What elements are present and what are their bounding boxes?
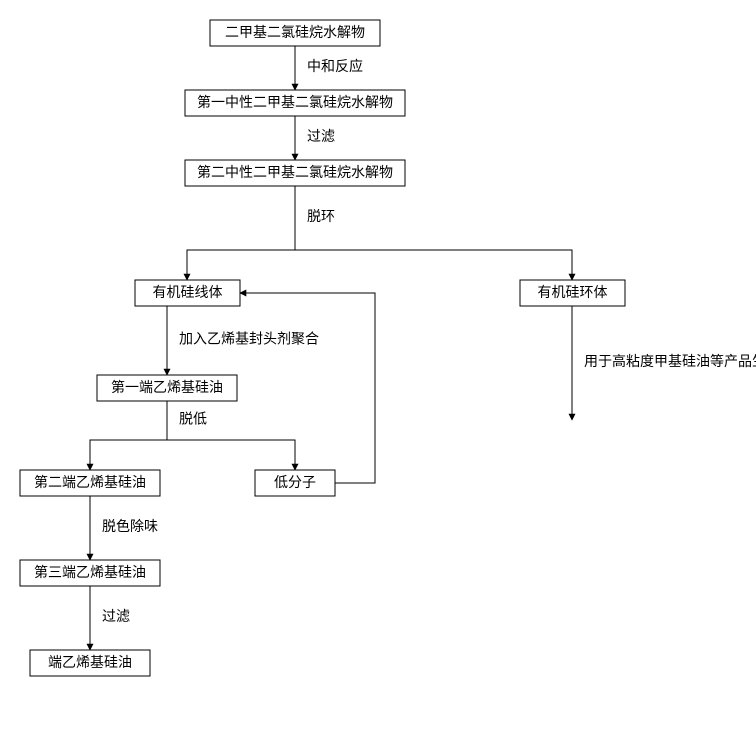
edge-8-label: 过滤 bbox=[102, 609, 130, 625]
node-n10-label: 端乙烯基硅油 bbox=[48, 654, 132, 671]
node-n7-label: 第二端乙烯基硅油 bbox=[34, 474, 146, 491]
edge-5-label: 脱低 bbox=[179, 412, 207, 428]
node-n5-label: 有机硅环体 bbox=[538, 285, 608, 301]
node-n6-label: 第一端乙烯基硅油 bbox=[111, 379, 223, 396]
node-n9-label: 第三端乙烯基硅油 bbox=[34, 564, 146, 581]
node-n4-label: 有机硅线体 bbox=[153, 285, 223, 301]
edge-2-label: 脱环 bbox=[307, 209, 335, 225]
node-n1-label: 二甲基二氯硅烷水解物 bbox=[225, 24, 365, 41]
edge-0-label: 中和反应 bbox=[307, 58, 363, 75]
edge-5-right bbox=[167, 440, 295, 470]
edge-3-label: 用于高粘度甲基硅油等产品生产 bbox=[584, 353, 756, 370]
edge-2-left bbox=[187, 250, 295, 280]
edge-1-label: 过滤 bbox=[307, 129, 335, 145]
edge-6 bbox=[240, 293, 375, 483]
node-n2-label: 第一中性二甲基二氯硅烷水解物 bbox=[197, 94, 393, 111]
node-n8-label: 低分子 bbox=[274, 475, 316, 491]
edge-4-label: 加入乙烯基封头剂聚合 bbox=[179, 331, 319, 348]
edge-7-label: 脱色除味 bbox=[102, 518, 158, 535]
edge-2-right bbox=[295, 250, 572, 280]
edge-5-left bbox=[90, 440, 167, 470]
node-n3-label: 第二中性二甲基二氯硅烷水解物 bbox=[197, 164, 393, 181]
